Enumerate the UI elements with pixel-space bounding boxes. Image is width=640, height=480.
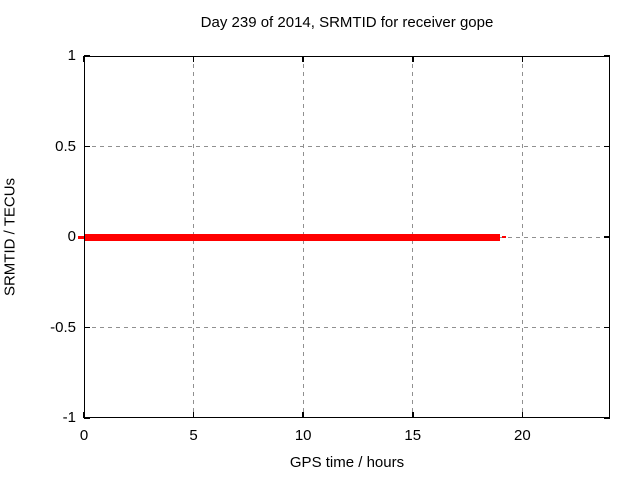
y-tick-label: 1 bbox=[67, 47, 76, 64]
x-tick-label: 5 bbox=[189, 427, 198, 444]
y-tick-right bbox=[604, 145, 610, 148]
x-tick-bottom bbox=[192, 412, 195, 418]
y-tick-right bbox=[604, 326, 610, 329]
y-gridline bbox=[84, 146, 610, 147]
y-tick-label: 0.5 bbox=[55, 137, 76, 155]
x-tick-top bbox=[192, 56, 195, 62]
x-tick-top bbox=[412, 56, 414, 62]
x-tick-top bbox=[521, 56, 524, 62]
x-tick-label: 0 bbox=[79, 427, 89, 444]
y-tick-label: -1 bbox=[62, 409, 76, 426]
x-tick-bottom bbox=[302, 412, 304, 418]
y-tick-label: -0.5 bbox=[50, 318, 76, 336]
series-line-trailing-dash bbox=[502, 236, 507, 238]
y-tick-label: 0 bbox=[67, 228, 76, 245]
x-tick-label: 15 bbox=[404, 427, 422, 444]
y-gridline bbox=[84, 327, 610, 328]
y-axis-title-text: SRMTID / TECUs bbox=[1, 177, 19, 297]
x-tick-top bbox=[302, 56, 304, 62]
series-line bbox=[84, 233, 501, 241]
y-tick-left bbox=[84, 417, 90, 419]
x-axis-title: GPS time / hours bbox=[289, 454, 405, 471]
y-tick-right bbox=[604, 236, 610, 238]
x-tick-bottom bbox=[412, 412, 414, 418]
series-line-left-overhang bbox=[78, 235, 84, 239]
chart-title: Day 239 of 2014, SRMTID for receiver gop… bbox=[200, 14, 494, 31]
x-tick-label: 10 bbox=[294, 427, 312, 444]
x-tick-bottom bbox=[521, 412, 524, 418]
y-tick-right bbox=[604, 417, 610, 419]
plot-border bbox=[84, 56, 610, 418]
x-tick-label: 20 bbox=[513, 427, 531, 444]
y-tick-left bbox=[84, 326, 90, 329]
y-tick-left bbox=[84, 145, 90, 148]
